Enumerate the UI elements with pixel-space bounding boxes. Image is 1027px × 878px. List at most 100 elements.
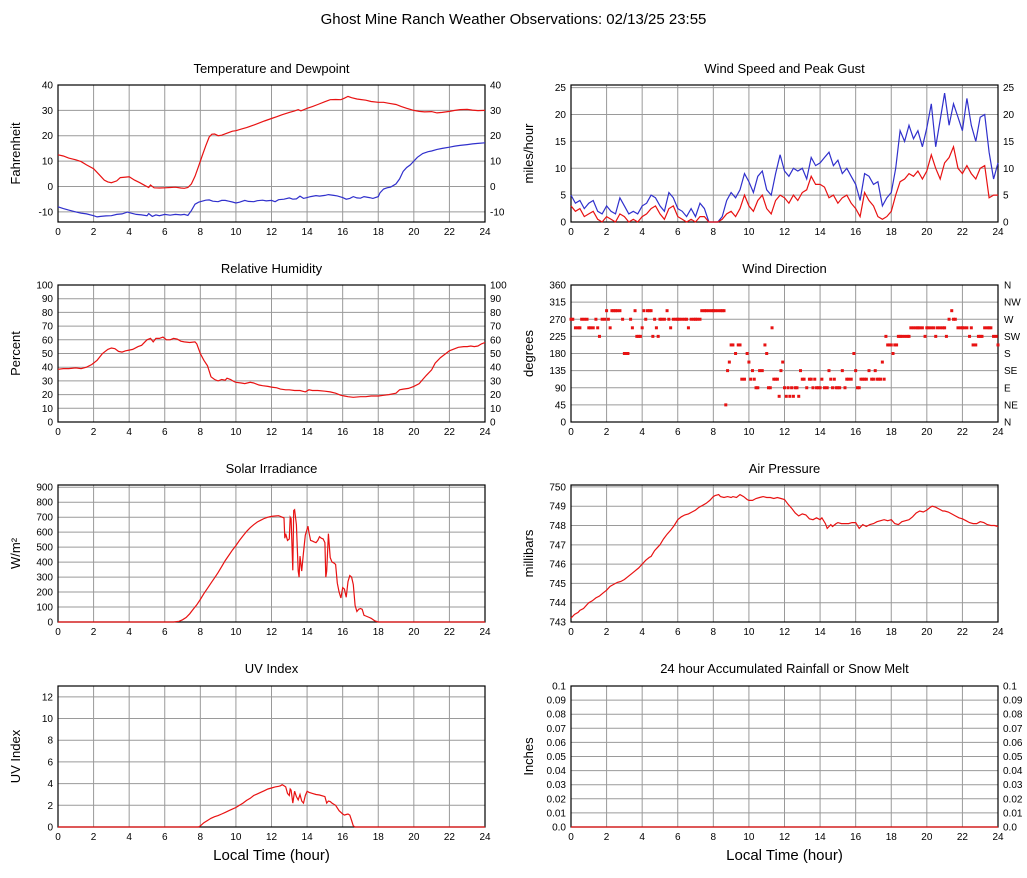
svg-text:UV Index: UV Index (8, 729, 23, 783)
svg-text:10: 10 (743, 227, 755, 238)
svg-text:100: 100 (36, 281, 53, 292)
svg-text:10: 10 (42, 404, 54, 415)
svg-text:0: 0 (568, 627, 574, 638)
svg-text:6: 6 (675, 627, 681, 638)
svg-text:90: 90 (555, 383, 567, 394)
svg-text:22: 22 (444, 627, 456, 638)
svg-text:20: 20 (921, 627, 933, 638)
svg-text:W/m²: W/m² (8, 537, 23, 569)
svg-text:12: 12 (779, 227, 791, 238)
svg-text:4: 4 (126, 832, 132, 843)
svg-text:200: 200 (36, 588, 53, 599)
svg-text:24: 24 (992, 832, 1004, 843)
svg-text:12: 12 (779, 627, 791, 638)
svg-text:14: 14 (815, 227, 827, 238)
svg-text:0.08: 0.08 (1003, 710, 1023, 721)
svg-text:60: 60 (490, 335, 502, 346)
svg-text:0.0: 0.0 (552, 823, 566, 834)
svg-text:0: 0 (55, 627, 61, 638)
svg-text:12: 12 (779, 427, 791, 438)
svg-text:20: 20 (555, 110, 567, 121)
svg-text:2: 2 (91, 427, 97, 438)
svg-text:12: 12 (42, 692, 54, 703)
svg-text:6: 6 (162, 227, 168, 238)
svg-text:50: 50 (490, 349, 502, 360)
svg-text:90: 90 (42, 294, 54, 305)
svg-text:10: 10 (230, 832, 242, 843)
svg-text:6: 6 (162, 832, 168, 843)
svg-text:0: 0 (47, 182, 53, 193)
svg-text:0.1: 0.1 (552, 682, 566, 693)
svg-text:20: 20 (490, 390, 502, 401)
svg-text:20: 20 (408, 427, 420, 438)
svg-text:N: N (1004, 418, 1011, 429)
svg-text:20: 20 (921, 227, 933, 238)
svg-text:16: 16 (850, 227, 862, 238)
svg-text:10: 10 (490, 157, 502, 168)
svg-text:744: 744 (549, 598, 566, 609)
chart-title: Temperature and Dewpoint (193, 61, 350, 76)
svg-text:30: 30 (42, 106, 54, 117)
svg-text:Fahrenheit: Fahrenheit (8, 122, 23, 185)
svg-text:22: 22 (444, 832, 456, 843)
svg-text:N: N (1004, 281, 1011, 292)
svg-text:16: 16 (850, 627, 862, 638)
svg-text:8: 8 (711, 427, 717, 438)
svg-text:0.06: 0.06 (1003, 738, 1023, 749)
chart-title: Wind Direction (742, 261, 827, 276)
svg-text:0: 0 (568, 227, 574, 238)
page-title: Ghost Mine Ranch Weather Observations: 0… (320, 11, 707, 28)
svg-text:4: 4 (47, 779, 53, 790)
svg-text:10: 10 (42, 714, 54, 725)
chart-title: Air Pressure (748, 461, 821, 476)
svg-text:743: 743 (549, 618, 566, 629)
svg-text:0.05: 0.05 (1003, 752, 1023, 763)
svg-text:0: 0 (1003, 218, 1009, 229)
svg-text:degrees: degrees (521, 330, 536, 377)
svg-text:747: 747 (549, 540, 566, 551)
svg-text:0.04: 0.04 (1003, 766, 1023, 777)
svg-text:400: 400 (36, 558, 53, 569)
svg-text:12: 12 (266, 627, 278, 638)
svg-text:40: 40 (490, 363, 502, 374)
chart-title: Solar Irradiance (225, 461, 318, 476)
svg-text:4: 4 (126, 227, 132, 238)
svg-text:0.07: 0.07 (547, 724, 567, 735)
x-axis-title: Local Time (hour) (213, 847, 330, 864)
svg-text:70: 70 (42, 322, 54, 333)
svg-text:4: 4 (639, 832, 645, 843)
svg-text:8: 8 (198, 832, 204, 843)
svg-text:24: 24 (479, 427, 491, 438)
svg-text:40: 40 (42, 363, 54, 374)
svg-text:180: 180 (549, 349, 566, 360)
svg-text:6: 6 (162, 427, 168, 438)
relative-humidity-chart: Relative Humidity 0 2 4 6 8 10 12 14 16 18 20 22 24 0… (0, 255, 513, 455)
svg-text:24: 24 (992, 627, 1004, 638)
svg-text:315: 315 (549, 298, 566, 309)
svg-text:24: 24 (479, 832, 491, 843)
svg-text:22: 22 (957, 832, 969, 843)
svg-text:S: S (1004, 349, 1011, 360)
svg-text:20: 20 (490, 131, 502, 142)
solar-irradiance-chart: Solar Irradiance 0 2 4 6 8 10 12 14 16 18 20 22 24 0 1… (0, 455, 513, 655)
temperature-dewpoint-chart: Temperature and Dewpoint 0 2 4 6 8 10 12 14 16 18… (0, 55, 513, 255)
svg-text:18: 18 (373, 427, 385, 438)
svg-text:300: 300 (36, 573, 53, 584)
svg-text:22: 22 (444, 227, 456, 238)
wind-direction-chart: Wind Direction 0 2 4 6 8 10 12 14 16 18 20 22 24 0 45 9… (513, 255, 1027, 455)
svg-text:14: 14 (302, 227, 314, 238)
svg-text:700: 700 (36, 513, 53, 524)
svg-text:16: 16 (850, 427, 862, 438)
svg-text:4: 4 (639, 227, 645, 238)
svg-text:-10: -10 (39, 207, 54, 218)
svg-text:20: 20 (42, 390, 54, 401)
svg-text:14: 14 (815, 427, 827, 438)
svg-text:10: 10 (42, 157, 54, 168)
svg-text:14: 14 (302, 427, 314, 438)
svg-text:746: 746 (549, 560, 566, 571)
svg-text:2: 2 (604, 627, 610, 638)
svg-text:60: 60 (42, 335, 54, 346)
svg-text:0.1: 0.1 (1003, 682, 1017, 693)
